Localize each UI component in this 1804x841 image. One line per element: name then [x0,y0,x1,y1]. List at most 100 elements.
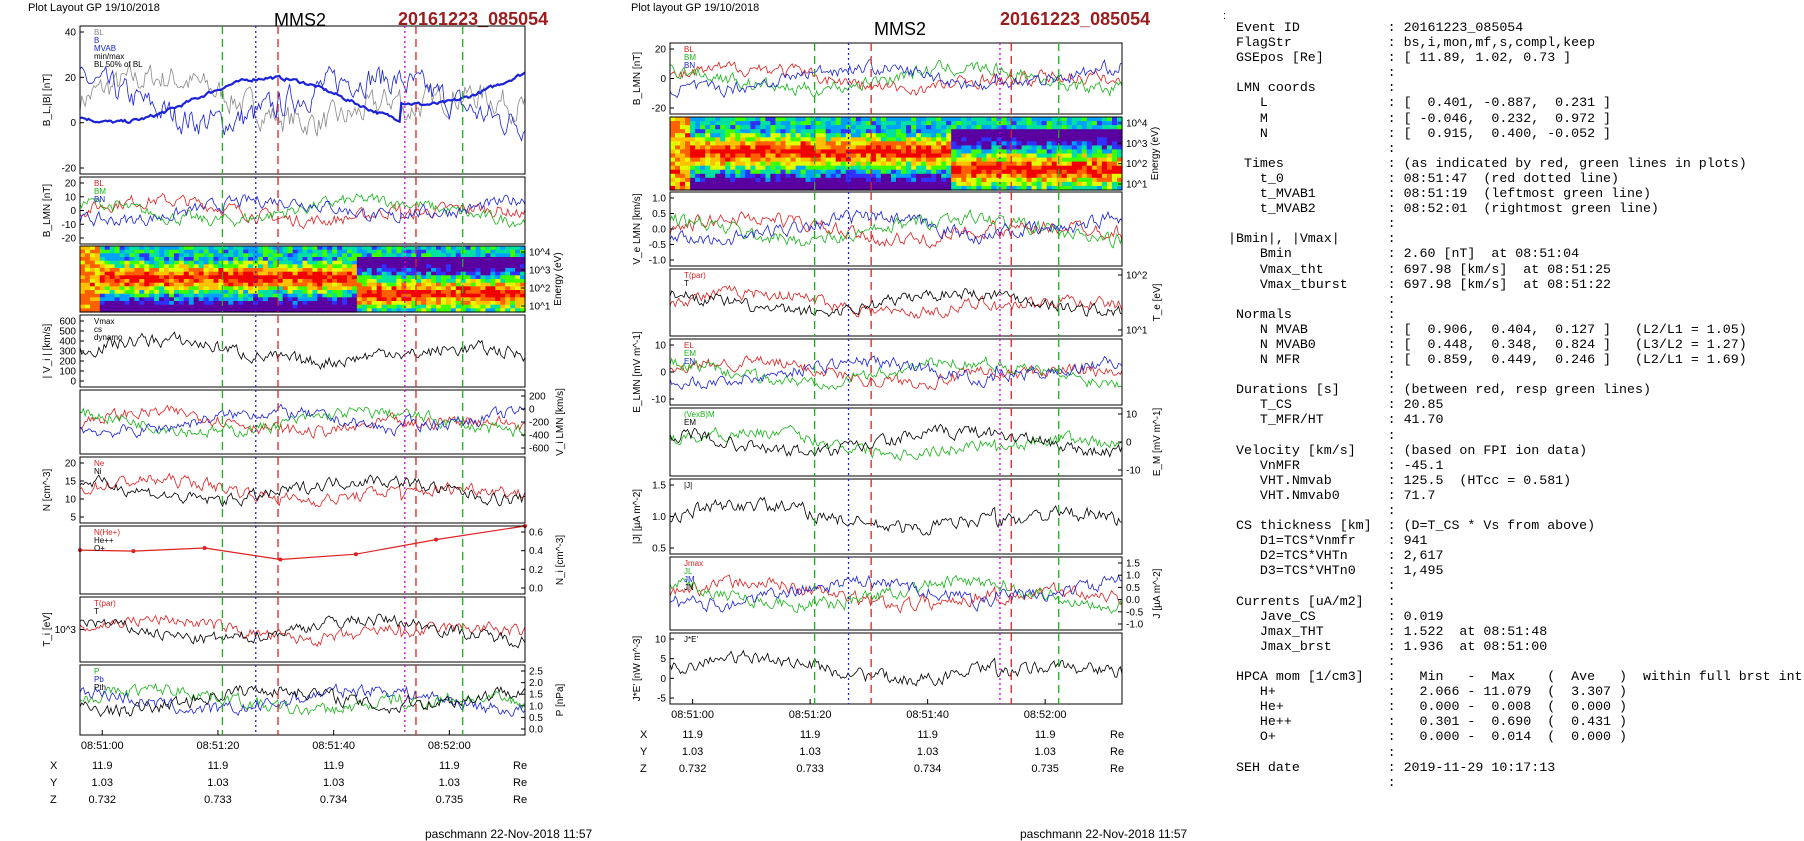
spectrogram-left-cell [371,308,378,313]
spectrogram-right-cell [1006,153,1013,159]
spectrogram-left-cell [470,264,477,269]
spectrogram-right-cell [901,129,907,134]
spectrogram-right-cell [956,185,962,191]
spectrogram-right-cell [700,149,706,155]
spectrogram-left-cell [401,290,407,295]
info-separator: : [1387,442,1404,458]
spectrogram-right-cell [1091,133,1098,138]
spectrogram-right-cell [815,161,822,167]
spectrogram-right-cell [715,141,721,146]
spectrogram-left-cell [515,264,521,269]
spectrogram-right-cell [835,129,842,134]
spectrogram-left-cell [218,304,224,309]
spectrogram-right-cell [805,157,812,163]
spectrogram-right-cell [961,133,967,138]
spectrogram-right-cell [835,181,842,187]
spectrogram-left-cell [450,246,457,251]
series-Tpar [669,285,1123,319]
spectrogram-right-cell [976,149,982,155]
spectrogram-left-cell [262,301,269,306]
spectrogram-right-cell [1066,117,1073,122]
spectrogram-right-cell [1036,157,1043,163]
spectrogram-left-cell [104,246,111,251]
spectrogram-right-cell [1031,133,1038,138]
spectrogram-right-cell [1046,145,1053,151]
spectrogram-right-cell [690,181,696,187]
spectrogram-right-cell [1021,177,1028,183]
spectrogram-right-cell [765,157,771,163]
info-key: Normals [1228,306,1388,322]
spectrogram-left-cell [455,293,462,298]
spectrogram-left-cell [465,275,472,280]
spectrogram-left-cell [485,264,491,269]
spectrogram-right-cell [976,117,982,122]
spectrogram-left-cell [337,253,343,258]
spectrogram-left-cell [203,257,210,262]
spectrogram-right-cell [946,133,952,138]
spectrogram-left-cell [510,249,516,254]
spectrogram-left-cell [381,257,388,262]
y-tick-label: 1.5 [529,690,543,701]
spectrogram-left-cell [381,268,388,273]
info-value: 2.066 - 11.079 ( 3.307 ) [1403,684,1627,700]
spectrogram-right-cell [835,149,842,155]
spectrogram-left-cell [401,282,407,287]
spectrogram-right-cell [880,173,887,179]
spectrogram-left-cell [401,246,407,251]
spectrogram-left-cell [317,260,323,265]
spectrogram-right-cell [1026,141,1033,146]
spectrogram-left-cell [124,264,130,269]
spectrogram-left-cell [124,279,130,284]
spectrogram-left-cell [80,304,86,309]
spectrogram-right-cell [931,117,937,122]
y-tick-label: 1.5 [652,481,666,492]
info-value: bs,i,mon,mf,s,compl,keep [1403,35,1596,51]
spectrogram-left-cell [366,260,373,265]
spectrogram-right-cell [936,165,942,171]
y-tick-label: 10 [65,495,77,506]
spectrogram-right-cell [1101,129,1108,134]
spectrogram-left-cell [89,275,96,280]
data-point [353,552,358,557]
spectrogram-left-cell [104,286,111,291]
spectrogram-right-cell [971,137,977,142]
spectrogram-right-cell [815,137,822,142]
spectrogram-right-cell [1011,173,1018,179]
spectrogram-left-cell [272,268,279,273]
info-line: Jmax_THT : 1.522 at 08:51:48 [1228,624,1803,639]
spectrogram-right-cell [770,177,776,183]
spectrogram-right-cell [886,169,892,175]
spectrogram-left-cell [416,301,422,306]
spectrogram-left-cell [129,304,135,309]
spectrogram-right-cell [1112,169,1118,175]
spectrogram-right-cell [1091,137,1098,142]
spectrogram-left-cell [218,297,224,302]
spectrogram-right-cell [1066,121,1073,126]
spectrogram-left-cell [292,257,299,262]
spectrogram-right-cell [710,157,716,163]
spectrogram-right-cell [986,185,992,191]
spectrogram-left-cell [223,297,229,302]
spectrogram-right-cell [956,133,962,138]
spectrogram-left-cell [381,297,388,302]
spectrogram-left-cell [495,253,501,258]
spectrogram-right-cell [1076,149,1083,155]
spectrogram-left-cell [80,246,86,251]
spectrogram-left-cell [193,293,200,298]
info-key [1228,65,1388,80]
spectrogram-right-cell [1061,165,1068,171]
spectrogram-right-cell [785,125,792,130]
info-key [1228,367,1388,382]
spacecraft-title-right: MMS2 [874,19,927,39]
info-line: Durations [s] : (between red, resp green… [1228,382,1803,397]
spectrogram-right-cell [906,181,912,187]
spectrogram-left-cell [228,260,234,265]
spectrogram-right-cell [845,133,852,138]
spectrogram-left-cell [248,297,254,302]
spectrogram-left-cell [114,275,121,280]
spectrogram-left-cell [119,268,126,273]
spectrogram-right-cell [1096,125,1103,130]
spectrogram-left-cell [406,290,412,295]
spectrogram-left-cell [426,297,432,302]
